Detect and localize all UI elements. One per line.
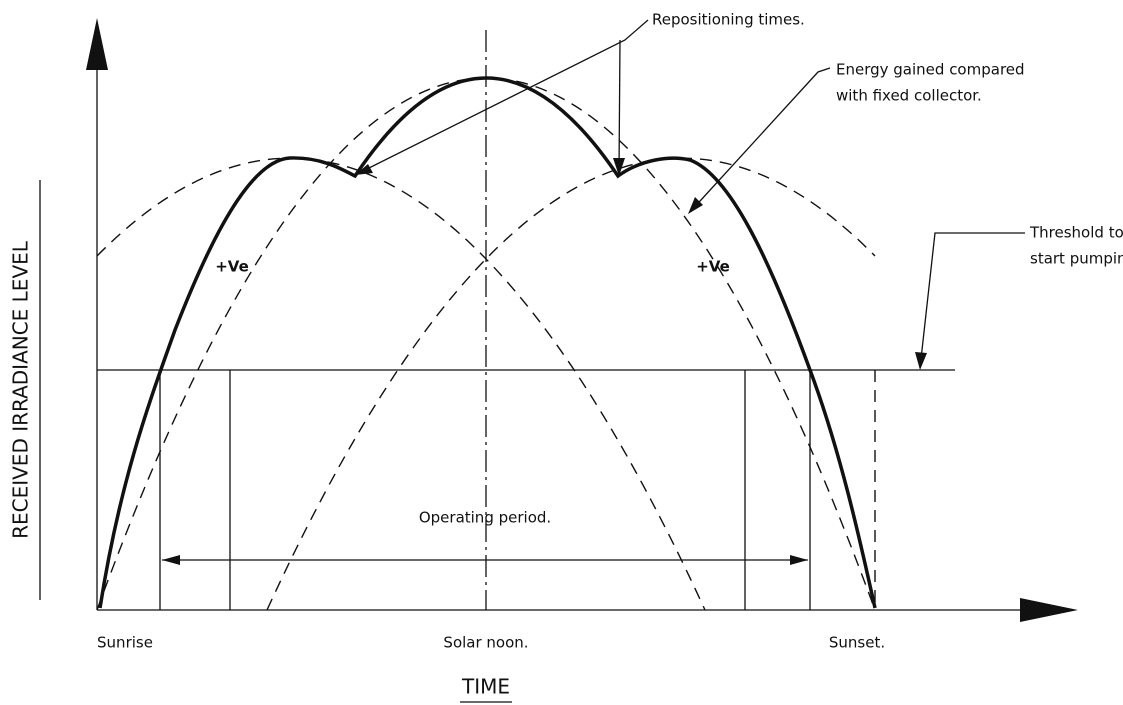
label: Sunset.: [829, 634, 885, 652]
label: start pumping.: [1030, 250, 1123, 268]
label: +Ve: [215, 258, 249, 276]
x-axis-label: TIME: [461, 675, 510, 699]
leader: [354, 19, 649, 176]
arrowhead: [688, 197, 703, 214]
label: Energy gained compared: [836, 61, 1025, 79]
tracking-curve: [98, 76, 877, 609]
leader: [919, 232, 1025, 369]
label: Sunrise: [97, 634, 153, 652]
label: Operating period.: [419, 509, 551, 527]
leader: [618, 39, 621, 173]
label: Solar noon.: [443, 634, 528, 652]
label: Repositioning times.: [652, 11, 805, 29]
label: +Ve: [696, 258, 730, 276]
morning-curve: [96, 157, 706, 611]
leader: [689, 67, 831, 213]
arrowhead: [355, 164, 373, 175]
arrowhead: [162, 555, 180, 565]
arrowhead: [915, 352, 927, 370]
y-arrow: [86, 18, 108, 70]
afternoon-curve: [266, 157, 876, 611]
label: Threshold to: [1029, 224, 1123, 242]
arrowhead: [613, 158, 625, 176]
label: with fixed collector.: [836, 87, 982, 105]
arrowhead: [790, 555, 808, 565]
x-arrow: [1020, 598, 1078, 622]
y-axis-label: RECEIVED IRRADIANCE LEVEL: [9, 240, 33, 539]
